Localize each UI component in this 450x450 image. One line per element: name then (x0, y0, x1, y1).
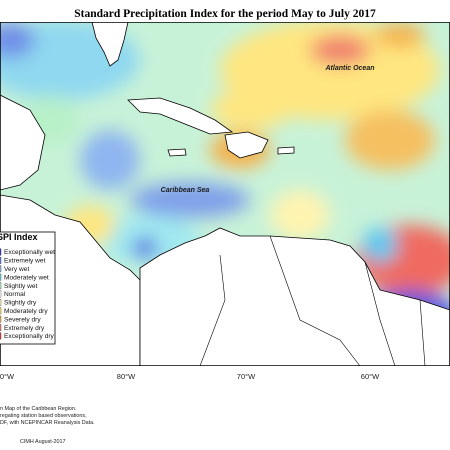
legend-label: Slightly wet (4, 283, 38, 290)
legend-swatch (0, 315, 2, 323)
legend-label: Slightly dry (4, 300, 37, 307)
legend-swatch (0, 282, 2, 289)
cuba (127, 97, 234, 135)
footer-line: DF, with NCEPINCAR Reanalysis Data. (0, 420, 95, 426)
legend-label: Extremely wet (4, 258, 46, 265)
longitude-label: 80°W (117, 372, 136, 381)
legend-swatch (0, 332, 2, 340)
legend-label: Moderately wet (4, 274, 49, 281)
legend-label: Exceptionally wet (4, 249, 55, 256)
longitude-label: 70°W (237, 372, 256, 381)
legend-swatch (0, 307, 2, 315)
jamaica (167, 148, 187, 157)
legend-title: SPI Index (0, 232, 38, 242)
legend-swatch (0, 299, 2, 306)
footer-credit: CIMH August-2017 (20, 439, 66, 445)
legend-label: Normal (4, 291, 26, 298)
legend-swatch (0, 265, 2, 273)
legend-label: Moderately dry (4, 308, 48, 315)
footer: CIMH August-2017 n Map of the Caribbean … (0, 406, 95, 445)
legend-swatch (0, 290, 2, 298)
footer-line: n Map of the Caribbean Region. (0, 406, 76, 412)
longitude-label: 0°W (0, 372, 15, 381)
legend-swatch (0, 273, 2, 281)
map-title: Standard Precipitation Index for the per… (74, 8, 376, 20)
legend: SPI Index Exceptionally wet Extremely wet… (0, 231, 56, 345)
longitude-labels: 0°W 80°W 70°W 60°W (0, 372, 380, 381)
borders (199, 235, 426, 366)
legend-label: Exceptionally dry (4, 333, 55, 340)
legend-swatch (0, 248, 2, 256)
florida (91, 22, 129, 67)
south-america (139, 227, 450, 366)
legend-swatch (0, 324, 2, 331)
longitude-label: 60°W (361, 372, 380, 381)
mexico (0, 94, 46, 191)
legend-label: Severely dry (4, 316, 41, 323)
spi-field (0, 22, 450, 366)
footer-line: regating station based observations, (0, 413, 87, 419)
legend-swatch (0, 257, 2, 264)
legend-label: Extremely dry (4, 325, 45, 332)
sea-label: Caribbean Sea (161, 187, 210, 194)
puerto-rico (277, 146, 295, 155)
ocean-label: Atlantic Ocean (324, 65, 374, 72)
legend-label: Very wet (4, 266, 29, 273)
hispaniola (224, 131, 269, 159)
